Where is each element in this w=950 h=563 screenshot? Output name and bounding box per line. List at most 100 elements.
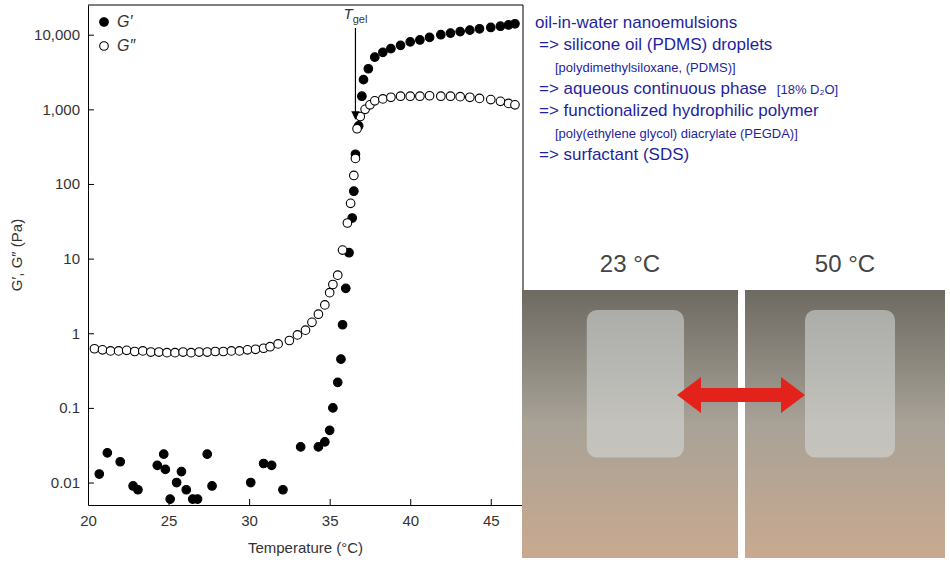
data-point [387, 44, 396, 53]
note-text: [polydimethylsiloxane, (PDMS)] [555, 60, 736, 75]
tick-label: 10 [63, 250, 80, 267]
data-point [116, 457, 125, 466]
notes: oil-in-water nanoemulsions=> silicone oi… [535, 13, 838, 164]
data-point [106, 347, 115, 356]
data-point [227, 347, 236, 356]
tick-mark [88, 109, 94, 110]
tick-mark [88, 184, 94, 185]
data-point [446, 92, 455, 101]
series [95, 19, 519, 503]
tick-mark [88, 483, 94, 484]
tick: 1 [72, 325, 94, 342]
data-point [466, 93, 475, 102]
data-point [370, 97, 379, 106]
legend-label: G″ [117, 37, 136, 54]
data-point [338, 320, 347, 329]
data-point [177, 467, 186, 476]
note-text: [poly(ethylene glycol) diacrylate (PEGDA… [555, 126, 798, 141]
figure: 2025303540450.010.11101001,00010,000Temp… [0, 0, 950, 563]
photo [745, 290, 945, 558]
data-point [296, 443, 305, 452]
legend-marker [100, 18, 109, 27]
photo-label: 50 °C [815, 250, 875, 277]
data-point [172, 478, 181, 487]
vial [587, 310, 684, 457]
data-point [122, 346, 131, 355]
data-point [308, 318, 317, 327]
data-point [285, 336, 294, 345]
tick: 1,000 [42, 101, 94, 118]
data-point [219, 347, 228, 356]
data-point [321, 301, 330, 310]
tick-mark [88, 408, 94, 409]
annotation-subscript: gel [353, 13, 368, 25]
data-point [379, 95, 388, 104]
data-point [364, 64, 373, 73]
data-point [279, 485, 288, 494]
tick-mark [491, 499, 492, 505]
data-point [379, 48, 388, 57]
vial [805, 310, 895, 457]
data-point [274, 340, 283, 349]
data-point [338, 246, 347, 255]
photo-label: 23 °C [600, 250, 660, 277]
data-point [138, 347, 147, 356]
data-point [208, 482, 217, 491]
data-point [195, 348, 204, 357]
axis-line [89, 505, 524, 506]
data-point [147, 348, 156, 357]
data-point [325, 288, 334, 297]
data-point [203, 348, 212, 357]
data-point [446, 29, 455, 38]
tick-label: 1,000 [42, 101, 80, 118]
data-point [396, 92, 405, 101]
data-point [246, 478, 255, 487]
legend-label: G′ [117, 13, 133, 30]
data-point [155, 348, 164, 357]
photo-background [745, 290, 945, 558]
data-point [243, 346, 252, 355]
data-point [95, 470, 104, 479]
tick: 30 [241, 499, 258, 529]
data-point [370, 53, 379, 62]
x-axis: 202530354045 [80, 499, 523, 529]
frame-top [88, 5, 523, 6]
data-point [496, 97, 505, 106]
data-point [351, 154, 360, 163]
y-axis: 0.010.11101001,00010,000 [34, 6, 94, 506]
data-point [416, 92, 425, 101]
tick-label: 35 [322, 512, 339, 529]
data-point [346, 199, 355, 208]
data-point [456, 92, 465, 101]
data-point [341, 284, 350, 293]
note-text: => functionalized hydrophilic polymer [539, 101, 819, 120]
annotation: Tgel [344, 5, 368, 25]
data-point [179, 348, 188, 357]
note-text: => surfactant (SDS) [539, 145, 689, 164]
data-point [437, 92, 446, 101]
x-axis-title: Temperature (°C) [248, 539, 363, 556]
data-point [267, 461, 276, 470]
tick: 10 [63, 250, 94, 267]
data-point [496, 22, 505, 31]
tick-label: 20 [80, 512, 97, 529]
data-point [333, 271, 342, 280]
tick-label: 40 [402, 512, 419, 529]
tick-label: 45 [483, 512, 500, 529]
data-point [358, 92, 367, 101]
note-text: => aqueous continuous phase [539, 79, 767, 98]
photo [522, 290, 738, 558]
tick-mark [410, 499, 411, 505]
data-point [333, 378, 342, 387]
data-point [293, 331, 302, 340]
data-point [329, 280, 338, 289]
tick: 100 [55, 175, 94, 192]
data-point [466, 26, 475, 35]
data-point [321, 438, 330, 447]
tick-label: 0.1 [59, 399, 80, 416]
tick: 35 [322, 499, 339, 529]
data-point [406, 92, 415, 101]
tick-label: 30 [241, 512, 258, 529]
data-point [437, 30, 446, 39]
data-point [475, 24, 484, 33]
